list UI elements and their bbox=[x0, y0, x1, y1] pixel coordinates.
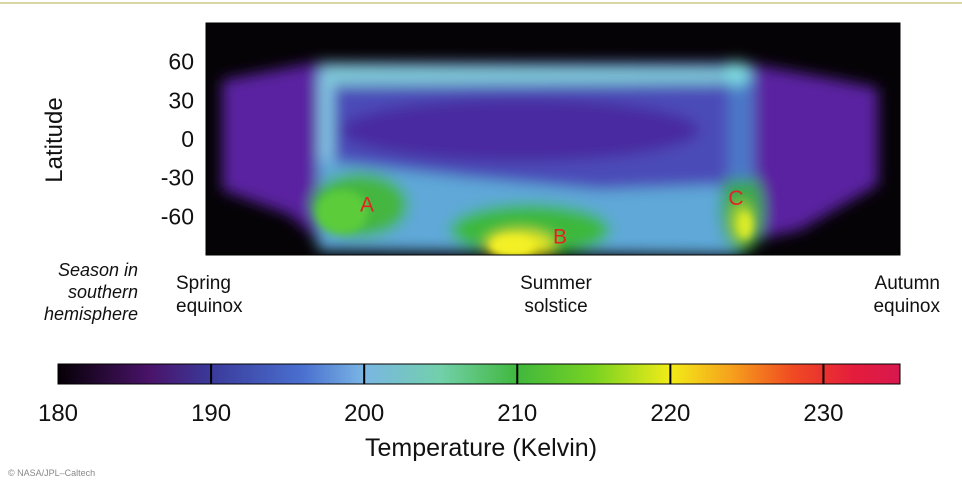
season-marker-line: Summer bbox=[520, 273, 592, 294]
top-rule bbox=[0, 2, 962, 4]
colorbar-gradient bbox=[57, 363, 901, 385]
field-polar-spot bbox=[722, 62, 750, 86]
season-marker-line: Spring bbox=[176, 273, 231, 294]
region-label-b: B bbox=[553, 226, 567, 249]
colorbar-tick-label: 230 bbox=[803, 400, 843, 427]
colorbar-ticks: 180 190 200 210 220 230 bbox=[38, 364, 843, 427]
season-marker-summer-solstice: Summer solstice bbox=[496, 272, 616, 318]
region-label-c: C bbox=[728, 187, 743, 210]
region-labels: A B C bbox=[360, 187, 744, 249]
y-axis-label: Latitude bbox=[41, 97, 68, 183]
season-marker-spring-equinox: Spring equinox bbox=[176, 272, 243, 318]
y-axis-ticks: 60 30 0 -30 -60 bbox=[161, 49, 194, 230]
y-tick-label: -60 bbox=[161, 203, 194, 229]
season-label-line-2: southern bbox=[67, 282, 138, 302]
colorbar-title: Temperature (Kelvin) bbox=[364, 434, 598, 462]
season-marker-autumn-equinox: Autumn equinox bbox=[826, 272, 940, 318]
plot-area bbox=[206, 23, 900, 255]
image-credit: © NASA/JPL–Caltech bbox=[8, 468, 96, 478]
temperature-field-detail bbox=[316, 190, 752, 255]
y-tick-label: 60 bbox=[168, 49, 194, 75]
season-marker-line: Autumn bbox=[874, 273, 940, 294]
y-tick-label: -30 bbox=[161, 165, 194, 191]
season-marker-line: equinox bbox=[873, 296, 940, 317]
temperature-field bbox=[222, 62, 878, 255]
season-label: Season in southern hemisphere bbox=[10, 259, 138, 325]
colorbar-tick-label: 210 bbox=[497, 400, 537, 427]
y-tick-label: 0 bbox=[181, 126, 194, 152]
plot-frame bbox=[205, 22, 901, 256]
season-label-line-1: Season in bbox=[57, 260, 138, 280]
season-label-line-3: hemisphere bbox=[43, 304, 138, 324]
colorbar-tick-label: 200 bbox=[344, 400, 384, 427]
region-label-a: A bbox=[360, 193, 374, 216]
season-marker-line: solstice bbox=[524, 296, 588, 317]
field-lane-c bbox=[728, 70, 754, 180]
season-marker-line: equinox bbox=[176, 296, 243, 317]
field-core-cold bbox=[340, 98, 700, 162]
field-north-band bbox=[320, 64, 722, 86]
colorbar-tick-label: 190 bbox=[191, 400, 231, 427]
y-tick-label: 30 bbox=[168, 87, 194, 113]
colorbar-tick-label: 180 bbox=[38, 400, 78, 427]
colorbar-tick-label: 220 bbox=[650, 400, 690, 427]
